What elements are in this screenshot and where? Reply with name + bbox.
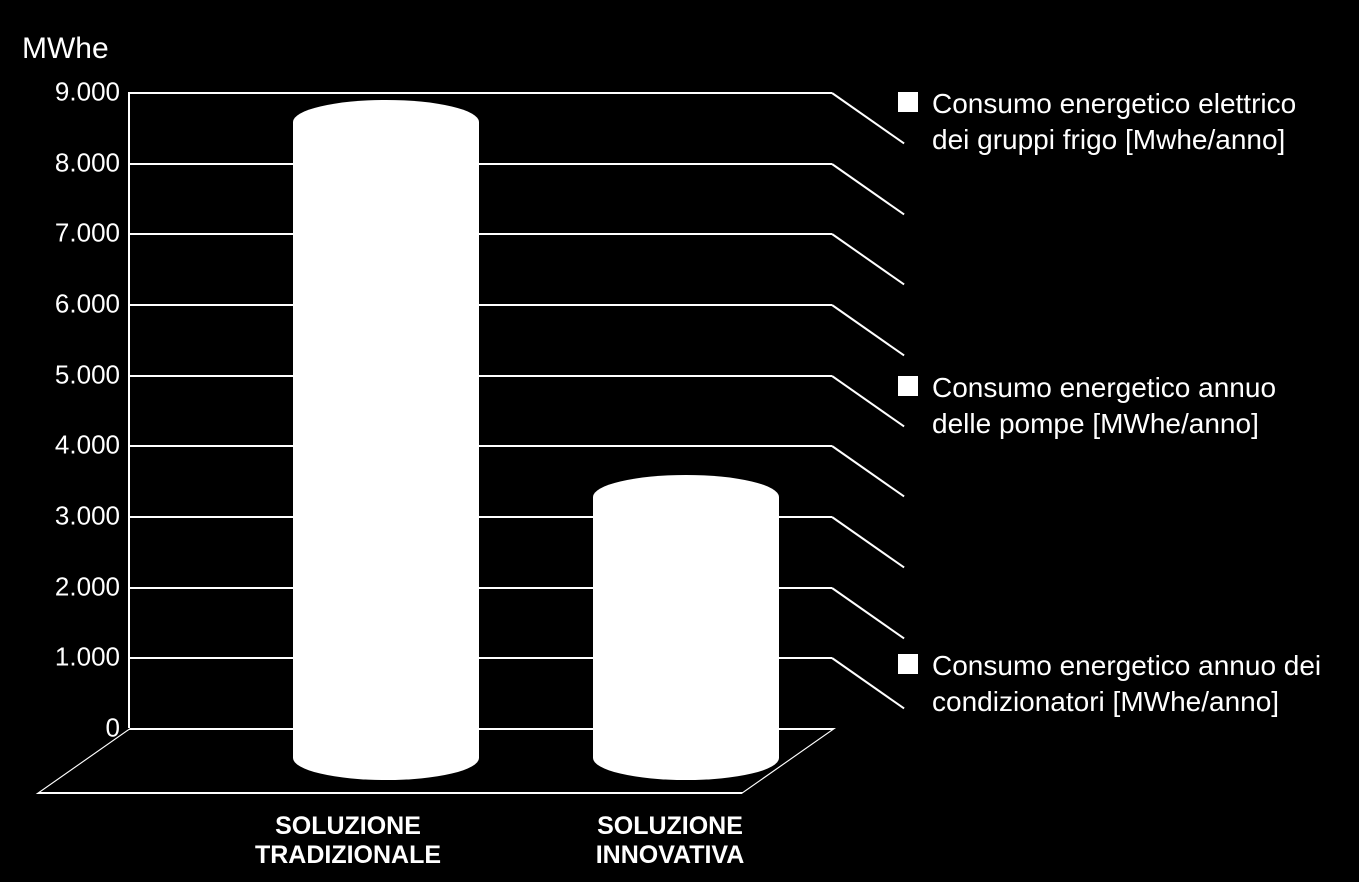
ytick-label: 3.000 — [10, 501, 120, 532]
ytick-label: 9.000 — [10, 77, 120, 108]
ytick-label: 6.000 — [10, 289, 120, 320]
ytick-label: 8.000 — [10, 147, 120, 178]
ytick-label: 0 — [10, 713, 120, 744]
x-label-tradizionale: SOLUZIONE TRADIZIONALE — [198, 812, 498, 870]
legend-label: Consumo energetico annuo dei condizionat… — [932, 648, 1328, 720]
chart-plot-area: MWhe 9.000 8.000 7.000 6.000 5.000 4.000… — [130, 92, 832, 728]
legend-item-condizionatori: Consumo energetico annuo dei condizionat… — [898, 648, 1328, 720]
ytick-label: 5.000 — [10, 359, 120, 390]
x-label-line: INNOVATIVA — [596, 841, 745, 869]
x-label-line: SOLUZIONE — [597, 812, 743, 840]
ytick-label: 4.000 — [10, 430, 120, 461]
legend-item-frigo: Consumo energetico elettrico dei gruppi … — [898, 86, 1328, 158]
legend-swatch-icon — [898, 376, 918, 396]
x-label-innovativa: SOLUZIONE INNOVATIVA — [520, 812, 820, 870]
x-label-line: TRADIZIONALE — [255, 841, 441, 869]
legend-swatch-icon — [898, 654, 918, 674]
y-axis-title: MWhe — [22, 32, 109, 66]
legend-label: Consumo energetico elettrico dei gruppi … — [932, 86, 1328, 158]
legend-item-pompe: Consumo energetico annuo delle pompe [MW… — [898, 370, 1328, 442]
bar-innovativa — [593, 497, 779, 758]
bar-tradizionale — [293, 122, 479, 758]
y-axis-line — [128, 92, 130, 728]
ytick-label: 1.000 — [10, 642, 120, 673]
ytick-label: 2.000 — [10, 571, 120, 602]
x-label-line: SOLUZIONE — [275, 812, 421, 840]
legend-label: Consumo energetico annuo delle pompe [MW… — [932, 370, 1328, 442]
legend-swatch-icon — [898, 92, 918, 112]
ytick-label: 7.000 — [10, 218, 120, 249]
